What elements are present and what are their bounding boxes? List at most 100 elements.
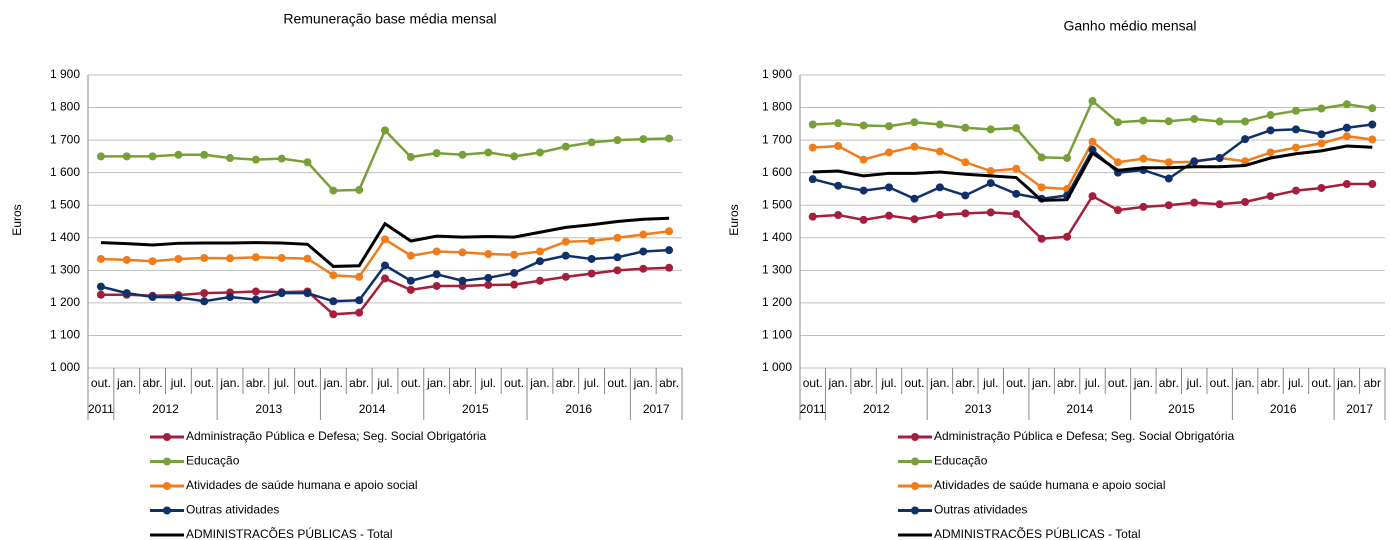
data-point bbox=[834, 141, 843, 150]
data-point bbox=[639, 264, 648, 273]
x-tick-label: jul. bbox=[376, 376, 392, 390]
data-point bbox=[1291, 106, 1300, 115]
legend-marker bbox=[163, 482, 171, 490]
data-point bbox=[1063, 232, 1072, 241]
data-point bbox=[381, 261, 389, 270]
data-point bbox=[535, 257, 544, 266]
data-point bbox=[432, 247, 441, 256]
data-point bbox=[1190, 157, 1199, 166]
data-point bbox=[122, 255, 131, 264]
data-point bbox=[561, 237, 570, 246]
data-point bbox=[251, 295, 260, 304]
data-point bbox=[587, 254, 596, 263]
data-point bbox=[935, 183, 944, 192]
y-tick-label: 1 500 bbox=[762, 197, 792, 211]
data-point bbox=[251, 155, 260, 164]
data-point bbox=[986, 167, 995, 176]
data-point bbox=[1368, 120, 1377, 129]
x-tick-label: jan. bbox=[1234, 376, 1254, 390]
data-point bbox=[1088, 97, 1097, 106]
chart-title: Ganho médio mensal bbox=[1063, 18, 1196, 34]
data-point bbox=[808, 175, 817, 184]
data-point bbox=[484, 273, 493, 282]
data-point bbox=[885, 183, 894, 192]
data-point bbox=[834, 210, 843, 219]
legend-label: Outras atividades bbox=[934, 503, 1027, 517]
data-point bbox=[1241, 197, 1250, 206]
data-point bbox=[1063, 154, 1072, 163]
data-point bbox=[808, 212, 817, 221]
data-point bbox=[665, 134, 674, 143]
x-group-label: 2016 bbox=[565, 402, 592, 416]
x-tick-label: out. bbox=[1108, 376, 1128, 390]
data-point bbox=[1368, 135, 1377, 144]
data-point bbox=[226, 254, 235, 263]
data-point bbox=[1266, 111, 1275, 120]
y-axis-label: Euros bbox=[727, 204, 741, 235]
data-point bbox=[329, 297, 338, 306]
data-point bbox=[432, 281, 441, 290]
data-point bbox=[406, 285, 415, 294]
data-point bbox=[200, 289, 209, 298]
y-tick-label: 1 900 bbox=[762, 67, 792, 81]
x-group-label: 2017 bbox=[643, 402, 670, 416]
data-point bbox=[859, 155, 868, 164]
data-point bbox=[174, 293, 183, 302]
x-tick-label: jul. bbox=[982, 376, 998, 390]
data-point bbox=[381, 235, 389, 244]
legend-label: Outras atividades bbox=[186, 503, 279, 517]
legend-label: Administração Pública e Defesa; Seg. Soc… bbox=[934, 429, 1234, 443]
data-point bbox=[303, 158, 312, 167]
data-point bbox=[587, 138, 596, 147]
data-point bbox=[961, 123, 970, 132]
data-point bbox=[355, 272, 364, 281]
data-point bbox=[200, 297, 209, 306]
data-point bbox=[1088, 192, 1097, 201]
x-tick-label: out. bbox=[1210, 376, 1230, 390]
x-group-label: 2011 bbox=[88, 402, 114, 416]
data-point bbox=[1241, 157, 1250, 166]
data-point bbox=[1190, 114, 1199, 123]
x-tick-label: out. bbox=[904, 376, 924, 390]
y-tick-label: 1 700 bbox=[50, 132, 80, 146]
x-tick-label: abr. bbox=[556, 376, 576, 390]
data-point bbox=[961, 209, 970, 218]
legend-marker bbox=[911, 457, 919, 466]
data-point bbox=[961, 158, 970, 167]
data-point bbox=[613, 253, 622, 262]
legend-marker bbox=[163, 457, 171, 466]
data-point bbox=[535, 276, 544, 285]
y-tick-label: 1 600 bbox=[50, 165, 80, 179]
data-point bbox=[1317, 183, 1326, 192]
data-point bbox=[1291, 125, 1300, 134]
data-point bbox=[303, 289, 312, 298]
data-point bbox=[329, 271, 338, 280]
data-point bbox=[587, 237, 596, 246]
data-point bbox=[1266, 192, 1275, 201]
data-point bbox=[200, 150, 209, 159]
data-point bbox=[458, 248, 467, 257]
data-point bbox=[1291, 186, 1300, 195]
x-group-label: 2014 bbox=[1066, 402, 1093, 416]
data-point bbox=[935, 120, 944, 129]
y-tick-label: 1 300 bbox=[50, 263, 80, 277]
y-tick-label: 1 600 bbox=[762, 165, 792, 179]
data-point bbox=[535, 148, 544, 157]
data-point bbox=[406, 251, 415, 260]
data-point bbox=[510, 280, 519, 289]
x-tick-label: jan. bbox=[827, 376, 847, 390]
data-point bbox=[1241, 117, 1250, 126]
data-point bbox=[251, 287, 260, 296]
data-point bbox=[1317, 130, 1326, 139]
data-point bbox=[1291, 143, 1300, 152]
data-point bbox=[859, 215, 868, 224]
x-tick-label: jan. bbox=[426, 376, 446, 390]
y-tick-label: 1 200 bbox=[50, 295, 80, 309]
x-group-label: 2016 bbox=[1270, 402, 1297, 416]
x-tick-label: abr. bbox=[143, 376, 163, 390]
data-point bbox=[1012, 124, 1021, 133]
data-point bbox=[1215, 154, 1224, 163]
data-point bbox=[458, 150, 467, 159]
x-tick-label: out. bbox=[1311, 376, 1331, 390]
